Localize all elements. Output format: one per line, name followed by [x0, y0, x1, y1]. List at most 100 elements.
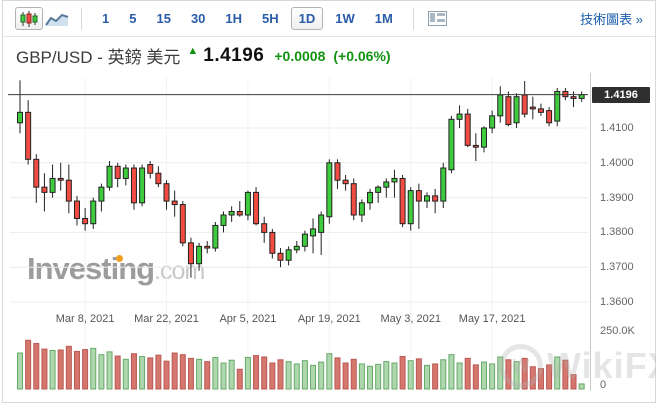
area-chart-icon [45, 13, 69, 26]
candle [456, 113, 463, 120]
volume-bar [98, 354, 105, 390]
panel-icon [428, 11, 448, 26]
timeframe-5[interactable]: 5 [121, 7, 144, 30]
volume-axis-label: 0 [600, 379, 607, 391]
candle [228, 211, 235, 216]
volume-bar [440, 359, 447, 390]
area-chart-button[interactable] [43, 7, 71, 30]
volume-bar [554, 356, 561, 390]
candle [98, 186, 105, 202]
chart-panel-button[interactable] [424, 7, 452, 30]
candle [342, 179, 349, 185]
candle [497, 94, 504, 117]
chart-toolbar: 1 5 15 30 1H 5H 1D 1W 1M 技術圖表 » [3, 1, 655, 37]
candle [33, 158, 40, 188]
volume-bar [73, 350, 80, 390]
volume-bar [261, 356, 268, 390]
candle [505, 96, 512, 126]
volume-bar [562, 359, 569, 390]
price-chart-canvas[interactable]: Mar 8, 2021 Mar 22, 2021 Apr 5, 2021 Apr 19… [4, 73, 590, 391]
candlestick-chart-button[interactable] [15, 7, 43, 30]
price-axis-label: 1.3800 [600, 226, 634, 239]
volume-bar [33, 343, 40, 390]
volume-bar [106, 351, 113, 390]
timeframe-30[interactable]: 30 [183, 7, 213, 30]
candle [318, 214, 325, 233]
volume-bar [41, 348, 48, 390]
candle [187, 242, 194, 265]
candle [407, 190, 414, 225]
candle [220, 214, 227, 226]
volume-bar [253, 355, 260, 390]
candle [521, 94, 528, 115]
candle [513, 96, 520, 124]
candle [424, 195, 430, 202]
volume-bar [163, 360, 170, 390]
candle [17, 111, 23, 124]
candle [277, 252, 284, 261]
candle [489, 115, 496, 129]
candle [106, 165, 113, 188]
candle [212, 224, 219, 249]
volume-bar [187, 357, 194, 390]
timeframe-1d[interactable]: 1D [290, 7, 324, 30]
volume-bar [448, 354, 455, 390]
volume-bar [375, 363, 382, 390]
volume-bar [139, 356, 146, 390]
candle [415, 190, 422, 202]
volume-bar [391, 362, 398, 390]
candle [253, 191, 260, 225]
candle [139, 167, 146, 204]
volume-bar [179, 354, 186, 390]
double-chevron-right-icon: » [635, 12, 643, 27]
timeframe-1w[interactable]: 1W [327, 7, 363, 30]
timeframe-group: 1 5 15 30 1H 5H 1D 1W 1M [92, 7, 403, 30]
volume-bar [383, 361, 390, 390]
candle [562, 90, 569, 98]
investing-watermark-text: Investing [27, 251, 155, 286]
candle [432, 195, 439, 202]
volume-bar [204, 361, 211, 390]
volume-bar [432, 363, 439, 390]
candle [130, 167, 137, 204]
timeframe-1m[interactable]: 1M [367, 7, 401, 30]
volume-bar [196, 358, 203, 390]
candle [310, 228, 317, 237]
volume-bar [277, 359, 284, 390]
candle [391, 177, 398, 183]
candle [147, 164, 154, 174]
wikifx-watermark: W WikiFX [499, 344, 656, 388]
volume-axis-label: 250.0K [600, 325, 635, 337]
candle [261, 223, 268, 233]
volume-bar [415, 358, 422, 390]
candle [480, 127, 487, 148]
volume-bar [236, 368, 243, 390]
toolbar-divider [412, 7, 414, 30]
volume-bar [472, 364, 479, 390]
price-axis[interactable]: 1.4196 1.4100 1.4000 1.3900 1.3800 1.3700 1.3… [590, 73, 655, 391]
volume-bar [334, 357, 341, 390]
volume-bar [155, 354, 162, 390]
volume-bar [228, 359, 235, 390]
technical-chart-link[interactable]: 技術圖表 » [580, 9, 643, 28]
timeframe-1[interactable]: 1 [94, 7, 117, 30]
timeframe-1h[interactable]: 1H [217, 7, 250, 30]
candle [25, 111, 32, 160]
candle [114, 165, 121, 179]
volume-bar [578, 383, 585, 390]
candle [90, 200, 97, 225]
candle [537, 108, 544, 113]
technical-chart-link-label: 技術圖表 [580, 12, 633, 27]
date-axis-label: Mar 8, 2021 [56, 313, 115, 325]
toolbar-divider [81, 7, 82, 30]
timeframe-5h[interactable]: 5H [254, 7, 287, 30]
volume-bar [171, 352, 178, 390]
timeframe-15[interactable]: 15 [148, 7, 178, 30]
candle [375, 186, 382, 193]
candle [73, 200, 80, 219]
date-axis-label: Mar 22, 2021 [134, 313, 199, 325]
volume-bar [464, 357, 471, 390]
candle [65, 179, 72, 202]
candle [546, 110, 553, 124]
volume-bar [269, 362, 276, 390]
